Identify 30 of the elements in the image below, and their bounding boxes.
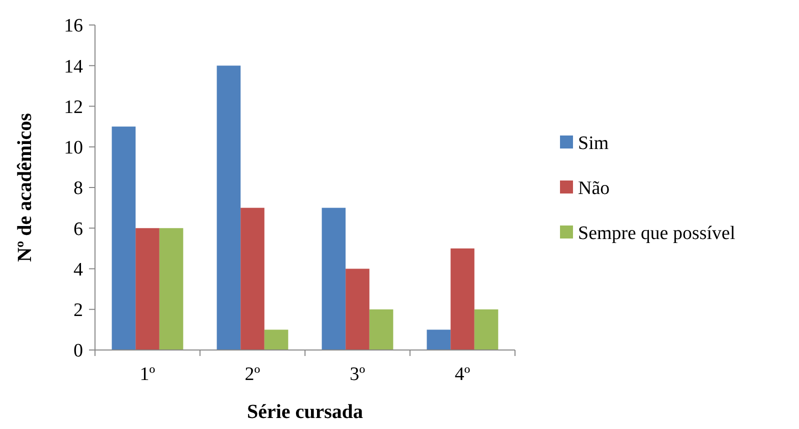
y-tick-label: 16 bbox=[64, 16, 83, 37]
x-tick-label: 2º bbox=[244, 364, 260, 385]
y-tick-label: 12 bbox=[64, 96, 83, 118]
legend-label: Sempre que possível bbox=[578, 223, 736, 244]
y-tick-label: 0 bbox=[74, 340, 83, 362]
bar bbox=[240, 208, 264, 350]
bar bbox=[450, 248, 474, 350]
bar bbox=[264, 330, 288, 350]
y-tick-label: 4 bbox=[74, 259, 84, 280]
bar bbox=[346, 268, 370, 350]
x-tick-label: 3º bbox=[350, 364, 366, 385]
bar bbox=[159, 228, 184, 350]
y-axis-title: Nº de acadêmicos bbox=[14, 112, 36, 262]
bar bbox=[136, 228, 160, 350]
bar bbox=[112, 126, 136, 350]
bar bbox=[369, 309, 394, 350]
legend-label: Sim bbox=[578, 133, 609, 154]
bar bbox=[426, 330, 451, 350]
y-tick-label: 2 bbox=[74, 300, 83, 322]
y-tick-label: 8 bbox=[74, 178, 83, 200]
y-tick-label: 6 bbox=[74, 218, 83, 240]
bar bbox=[474, 309, 498, 350]
bar bbox=[216, 66, 241, 350]
x-axis-title: Série cursada bbox=[246, 401, 364, 423]
y-tick-label: 14 bbox=[64, 56, 84, 78]
bar bbox=[322, 208, 346, 350]
x-tick-label: 1º bbox=[140, 364, 156, 385]
x-tick-label: 4º bbox=[454, 364, 470, 385]
legend-label: Não bbox=[578, 178, 610, 200]
y-tick-label: 10 bbox=[64, 138, 83, 159]
